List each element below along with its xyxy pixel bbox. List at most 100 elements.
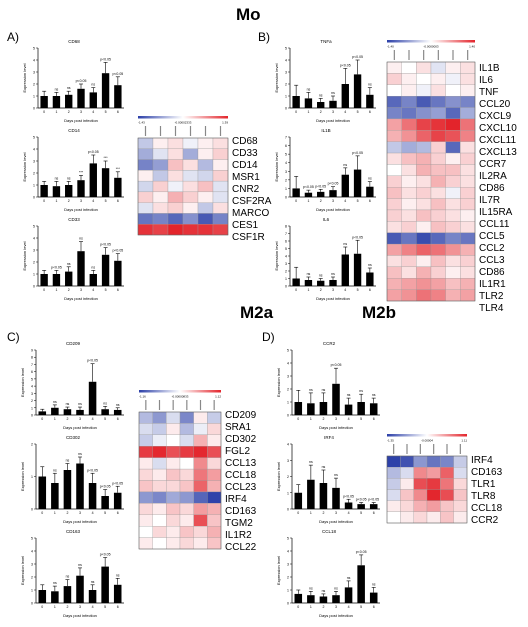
heatmap-cell	[401, 118, 417, 131]
heatmap-cell	[212, 213, 229, 225]
heatmap-cell	[138, 503, 153, 515]
heatmap-cell	[212, 202, 229, 214]
heatmap-cell	[167, 213, 184, 225]
bar	[113, 584, 122, 603]
x-tick-label: 4	[348, 605, 350, 609]
bar	[344, 587, 353, 603]
heatmap-cell	[137, 191, 154, 203]
chart-title: CD163	[66, 529, 81, 534]
y-axis-label: Expression level	[276, 556, 281, 585]
heatmap-cell	[416, 152, 432, 165]
heatmap-cell	[430, 255, 446, 268]
heatmap-cell	[207, 491, 222, 504]
x-tick-label: 5	[357, 199, 359, 203]
x-tick-label: 1	[55, 288, 57, 292]
heatmap-cell	[197, 148, 214, 160]
heatmap-cell	[193, 537, 208, 550]
heatmap-cell	[152, 423, 167, 435]
bar	[77, 180, 85, 197]
bar	[77, 251, 85, 286]
y-tick-label: 3	[285, 170, 287, 174]
x-axis-label: Days post infection	[64, 118, 98, 123]
heatmap-cell	[212, 224, 229, 236]
heatmap-cell	[152, 446, 167, 458]
y-tick-label: 5	[33, 47, 35, 51]
y-tick-label: 1	[285, 95, 287, 99]
heatmap-cell	[400, 511, 414, 524]
heatmap-border	[138, 411, 222, 550]
y-tick-label: 4	[33, 148, 35, 152]
significance-label: ns	[53, 400, 57, 404]
bar	[88, 483, 97, 509]
gene-label: TLR1	[471, 479, 496, 490]
significance-label: ns	[55, 176, 59, 180]
y-tick-label: 3	[287, 375, 289, 379]
bar	[76, 463, 84, 509]
y-tick-label: 1	[285, 277, 287, 281]
heatmap-cell	[193, 468, 208, 481]
x-tick-label: 0	[41, 605, 43, 609]
x-tick-label: 2	[68, 288, 70, 292]
heatmap-cell	[400, 467, 414, 479]
heatmap-cell	[197, 170, 214, 182]
gene-label: SRA1	[225, 422, 252, 433]
heatmap-cell	[386, 243, 402, 256]
heatmap-cell	[138, 480, 153, 493]
heatmap-cell	[138, 411, 153, 424]
y-tick-label: 3	[33, 160, 35, 164]
heatmap-cell	[400, 478, 414, 490]
heatmap-cell	[182, 202, 199, 214]
x-tick-label: 1	[307, 199, 309, 203]
heatmap-cell	[445, 95, 461, 108]
significance-label: ns	[309, 460, 313, 464]
heatmap-cell	[426, 467, 441, 479]
gene-label: CCR7	[479, 159, 507, 170]
y-tick-label: 5	[31, 377, 33, 381]
bar	[51, 591, 59, 603]
heatmap-cell	[386, 500, 401, 512]
y-tick-label: 2	[287, 475, 289, 479]
heatmap-cell	[137, 180, 154, 193]
heatmap-cell	[179, 411, 194, 424]
significance-label: p<0.05	[340, 63, 351, 67]
heatmap-cell	[167, 224, 184, 236]
x-tick-label: 6	[369, 110, 371, 114]
heatmap-cell	[193, 491, 208, 504]
y-axis-label: Expression level	[274, 241, 279, 270]
gene-label: FGL2	[225, 446, 251, 457]
heatmap-cell	[460, 209, 476, 222]
significance-label: ns	[372, 582, 376, 586]
y-tick-label: 2	[285, 178, 287, 182]
significance-label: ns	[53, 581, 57, 585]
heatmap-cell	[137, 170, 154, 182]
y-axis-label: Expression level	[20, 368, 25, 397]
gene-label: IL6	[479, 75, 493, 86]
bar	[369, 592, 378, 603]
y-tick-label: 1	[33, 273, 35, 277]
y-tick-label: 4	[31, 550, 33, 554]
x-tick-label: 6	[373, 417, 375, 421]
heatmap-cell	[386, 255, 402, 268]
heatmap-cell	[416, 221, 432, 233]
heatmap-cell	[416, 209, 432, 222]
y-tick-label: 6	[31, 370, 33, 374]
heatmap-cell	[207, 423, 222, 435]
heatmap-cell	[430, 266, 446, 279]
heatmap-cell	[445, 152, 461, 165]
heatmap-cell	[386, 187, 402, 199]
heatmap-cell	[137, 202, 154, 214]
y-tick-label: 3	[285, 262, 287, 266]
x-tick-label: 1	[310, 605, 312, 609]
bar	[38, 476, 47, 509]
heatmap-cell	[166, 491, 181, 504]
y-tick-label: 5	[33, 225, 35, 229]
heatmap-cell	[401, 95, 417, 108]
heatmap-cell	[413, 467, 428, 479]
heatmap-cell	[426, 455, 441, 468]
heatmap-cell	[460, 118, 476, 131]
gene-label: IL1R2	[225, 530, 252, 541]
scale-min-label: -1.43	[138, 121, 145, 125]
bar	[317, 280, 325, 286]
heatmap-cell	[179, 468, 194, 481]
y-tick-label: 4	[31, 385, 33, 389]
